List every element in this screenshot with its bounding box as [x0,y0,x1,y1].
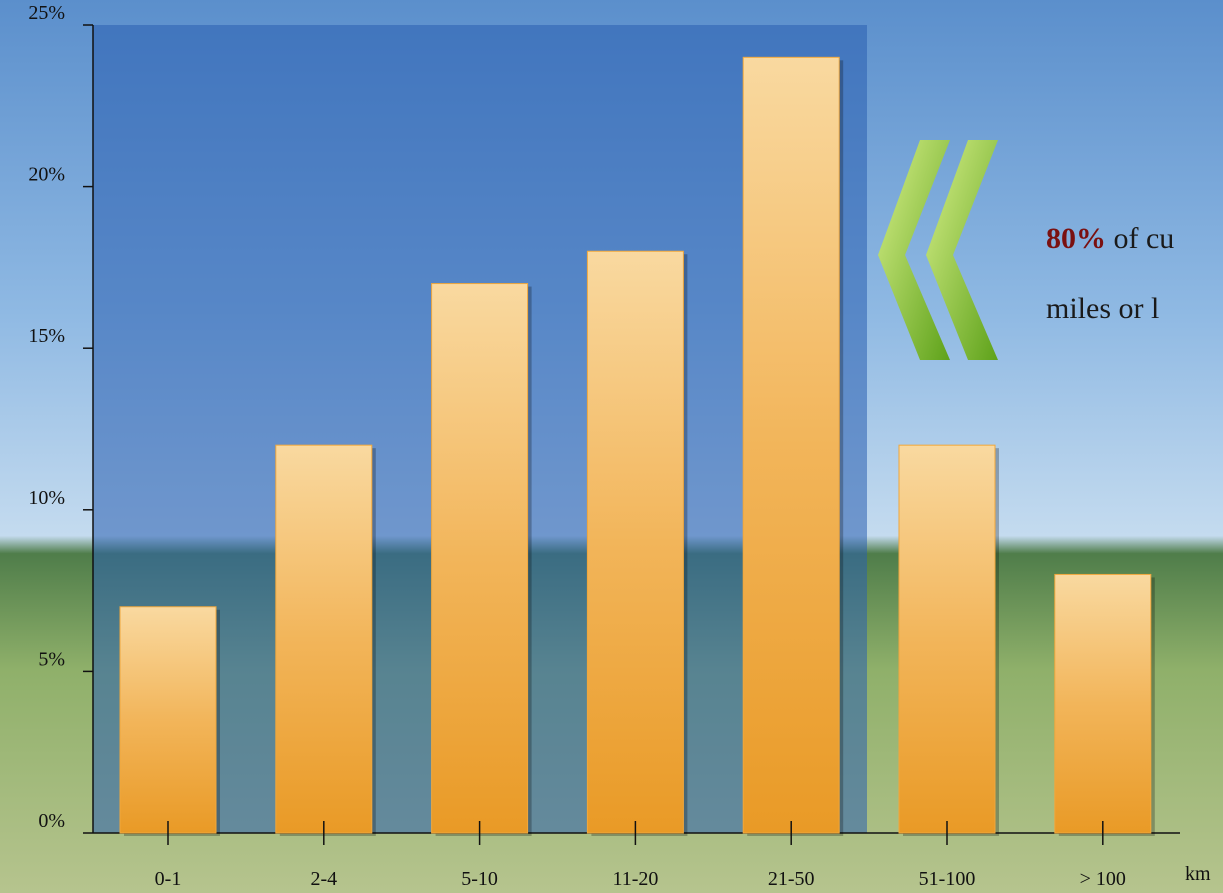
x-tick-label: 2-4 [310,868,337,890]
bar [431,283,529,834]
bar [119,606,217,834]
x-tick-label: > 100 [1080,868,1126,890]
y-tick-label: 20% [28,164,65,186]
bar [586,250,684,834]
y-tick-label: 15% [28,325,65,347]
y-tick-label: 25% [28,2,65,24]
bar [1054,573,1152,834]
y-tick-label: 10% [28,487,65,509]
bar [898,444,996,834]
y-tick-label: 0% [38,810,65,832]
x-tick-label: 21-50 [768,868,815,890]
annotation-text: of cu [1114,222,1175,255]
annotation-line: miles or l [1046,292,1159,325]
y-tick-label: 5% [38,648,65,670]
annotation: 80% of cu [1046,222,1174,255]
chevrons [878,140,998,360]
annotation-highlight: 80% [1046,222,1106,255]
bar [275,444,373,834]
bar [742,56,840,834]
x-tick-label: 51-100 [919,868,976,890]
x-tick-label: 5-10 [461,868,498,890]
x-tick-label: 11-20 [612,868,658,890]
x-axis-label: km [1185,863,1211,885]
x-tick-label: 0-1 [155,868,182,890]
